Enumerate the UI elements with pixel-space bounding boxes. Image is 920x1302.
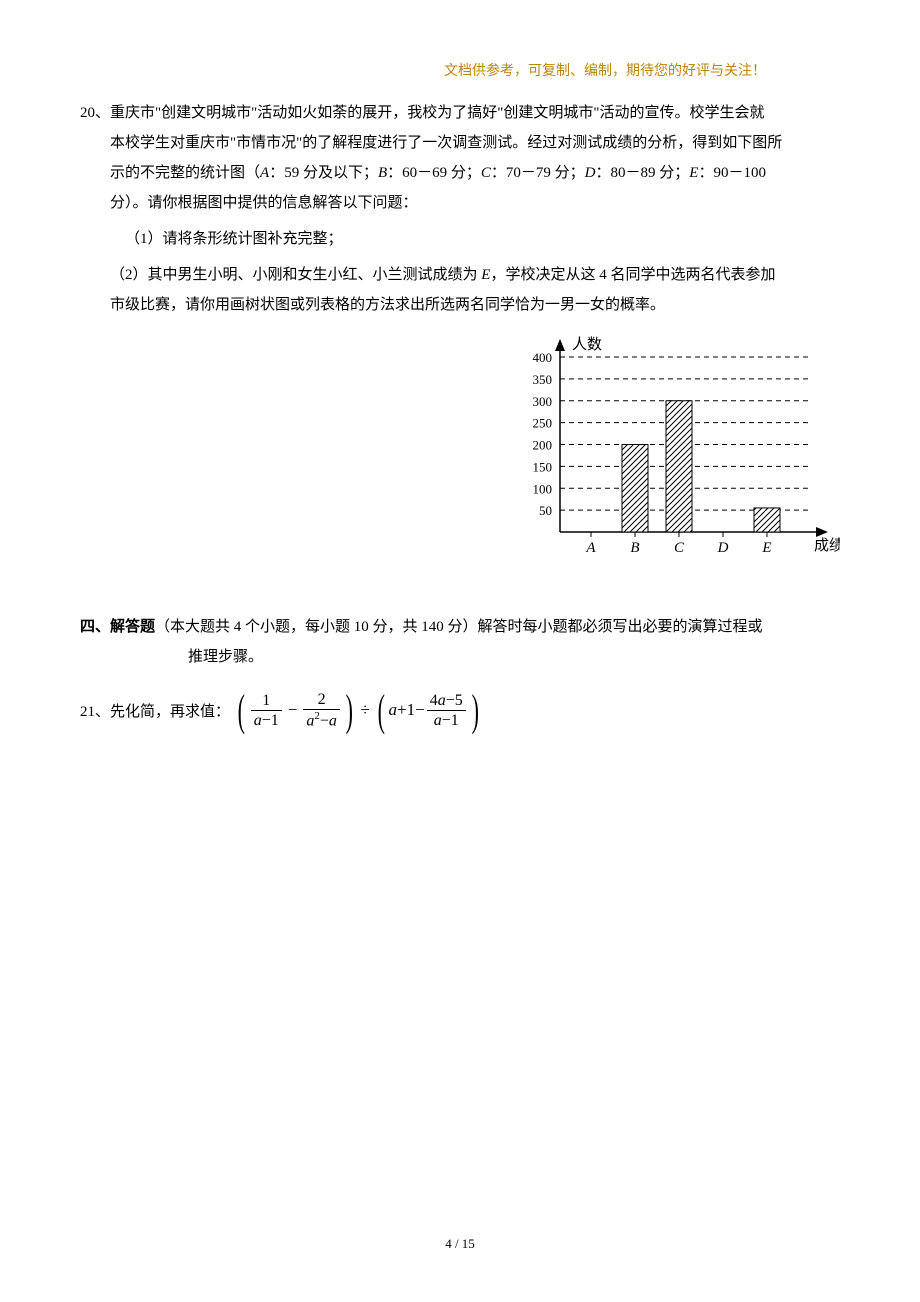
svg-text:200: 200 <box>533 438 553 453</box>
q20-sub1: （1）请将条形统计图补充完整； <box>80 224 840 254</box>
section-4-body: 推理步骤。 <box>80 642 840 672</box>
frac-3: 4a−5 a−1 <box>427 691 466 730</box>
chart-svg: 50 100 150 200 250 300 350 400 人数成绩 A B C D E <box>500 332 840 562</box>
svg-text:B: B <box>630 540 639 556</box>
q20-number: 20、 <box>80 105 110 121</box>
q21-formula: ( 1 a−1 − 2 a2−a ) ÷ ( a+1− 4a−5 a−1 ) <box>234 690 482 731</box>
svg-text:300: 300 <box>533 394 553 409</box>
svg-text:250: 250 <box>533 416 553 431</box>
svg-text:50: 50 <box>539 503 552 518</box>
q20-line1: 重庆市"创建文明城市"活动如火如荼的展开，我校为了搞好"创建文明城市"活动的宣传… <box>110 105 765 121</box>
svg-text:100: 100 <box>533 481 553 496</box>
svg-text:150: 150 <box>533 459 553 474</box>
header-note: 文档供参考，可复制、编制，期待您的好评与关注！ <box>80 60 840 80</box>
svg-text:E: E <box>761 540 771 556</box>
section-4-header: 四、解答题（本大题共 4 个小题，每小题 10 分，共 140 分）解答时每小题… <box>80 612 840 642</box>
q20-line2: 本校学生对重庆市"市情市况"的了解程度进行了一次调查测试。经过对测试成绩的分析，… <box>110 128 840 158</box>
frac-1: 1 a−1 <box>251 691 282 730</box>
bar-chart: 50 100 150 200 250 300 350 400 人数成绩 A B C D E <box>500 332 840 567</box>
q20-line4: 分）。请你根据图中提供的信息解答以下问题： <box>110 188 840 218</box>
question-20: 20、重庆市"创建文明城市"活动如火如荼的展开，我校为了搞好"创建文明城市"活动… <box>80 98 840 320</box>
svg-text:A: A <box>585 540 596 556</box>
svg-text:350: 350 <box>533 372 553 387</box>
question-21: 21、先化简，再求值： ( 1 a−1 − 2 a2−a ) ÷ ( a+1− … <box>80 690 840 731</box>
q20-line3: 示的不完整的统计图（A：59 分及以下；B：60－69 分；C：70－79 分；… <box>110 158 840 188</box>
page-number: 4 / 15 <box>0 1236 920 1252</box>
svg-text:C: C <box>674 540 685 556</box>
svg-text:成绩: 成绩 <box>814 537 840 554</box>
svg-text:D: D <box>717 540 729 556</box>
frac-2: 2 a2−a <box>303 690 340 731</box>
svg-text:人数: 人数 <box>572 336 602 353</box>
svg-text:400: 400 <box>533 350 553 365</box>
q20-sub2: （2）其中男生小明、小刚和女生小红、小兰测试成绩为 E，学校决定从这 4 名同学… <box>80 260 840 320</box>
